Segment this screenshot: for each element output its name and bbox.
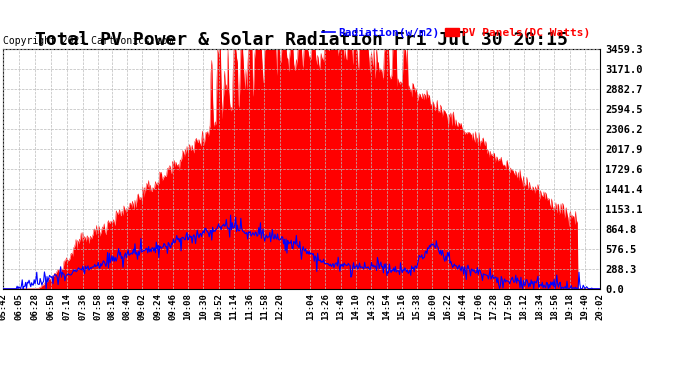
Title: Total PV Power & Solar Radiation Fri Jul 30 20:15: Total PV Power & Solar Radiation Fri Jul… <box>35 31 569 49</box>
Text: Copyright 2021 Cartronics.com: Copyright 2021 Cartronics.com <box>3 36 174 45</box>
Legend: Radiation(w/m2), PV Panels(DC Watts): Radiation(w/m2), PV Panels(DC Watts) <box>317 23 595 42</box>
